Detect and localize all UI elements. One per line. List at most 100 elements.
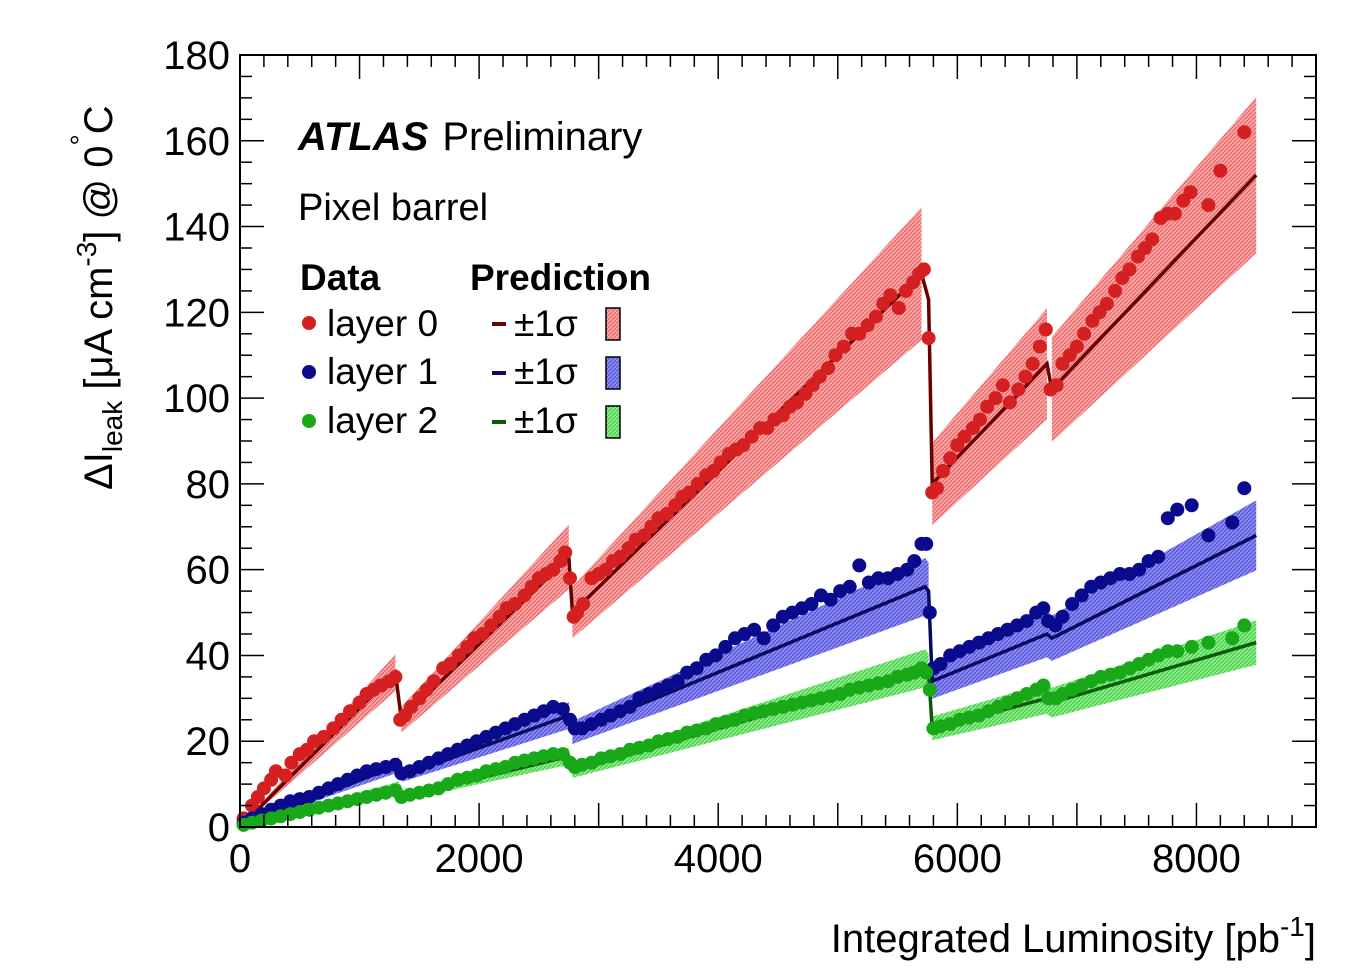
- data-point-layer1-105: [1201, 528, 1216, 543]
- data-point-layer0-83: [852, 326, 867, 341]
- data-point-layer2-33: [546, 747, 561, 762]
- legend-band-label-layer0: ±1σ: [514, 303, 578, 344]
- y-tick-label-0: 0: [208, 806, 230, 850]
- data-point-layer0-108: [1025, 356, 1040, 371]
- band-layer0-piece-4: [932, 308, 1047, 526]
- data-point-layer0-87: [883, 288, 898, 303]
- tick-labels: 0 2000 4000 6000 8000 0 20 40 60 80 100 120 140 160 18…: [163, 34, 1241, 881]
- data-point-layer0-36: [508, 597, 522, 611]
- data-point-layer0-116: [1077, 326, 1092, 341]
- data-point-layer0-103: [988, 391, 1003, 406]
- data-point-layer0-12: [326, 721, 341, 736]
- y-title-prefix: ΔI: [77, 452, 121, 490]
- data-point-layer2-105: [1201, 635, 1216, 650]
- data-point-layer0-69: [744, 429, 759, 444]
- legend-marker-layer0: [302, 316, 316, 330]
- data-point-layer0-28: [443, 657, 458, 671]
- x-title-end: ]: [1305, 917, 1316, 961]
- data-point-layer1-104: [1184, 498, 1199, 513]
- data-point-layer0-130: [1183, 185, 1198, 200]
- data-point-layer0-14: [343, 704, 357, 719]
- data-point-layer2-104: [1184, 639, 1199, 654]
- data-point-layer0-85: [869, 309, 883, 324]
- data-point-layer1-74: [919, 536, 934, 551]
- data-point-layer0-131: [1201, 198, 1216, 213]
- legend-prediction-header: Prediction: [470, 257, 651, 298]
- data-point-layer0-125: [1145, 232, 1160, 247]
- data-point-layer0-61: [682, 485, 697, 500]
- data-point-layer0-95: [930, 481, 944, 496]
- data-point-layer0-29: [451, 648, 466, 663]
- y-tick-label-180: 180: [163, 34, 230, 78]
- data-point-layer0-106: [1011, 382, 1026, 397]
- data-point-layer0-78: [812, 369, 827, 384]
- data-point-layer1-107: [1237, 481, 1252, 496]
- band-layer0-piece-5: [1051, 96, 1257, 443]
- atlas-label: ATLAS: [297, 115, 429, 159]
- legend-label-layer1: layer 1: [327, 351, 438, 392]
- y-tick-label-20: 20: [186, 720, 231, 764]
- data-point-layer0-110: [1038, 322, 1053, 337]
- data-point-layer1-91: [1055, 609, 1070, 624]
- data-point-layer0-47: [576, 597, 591, 611]
- data-point-layer0-120: [1108, 283, 1123, 298]
- data-point-layer0-13: [334, 712, 349, 727]
- experiment-label: ATLAS Preliminary: [297, 115, 642, 159]
- data-point-layer0-132: [1213, 163, 1228, 178]
- data-point-layer1-42: [622, 699, 637, 714]
- data-point-layer0-96: [936, 464, 950, 478]
- y-tick-label-120: 120: [163, 291, 230, 335]
- data-point-layer0-105: [1002, 395, 1017, 410]
- data-point-layer0-43: [558, 545, 573, 560]
- band-layer0-piece-2: [572, 207, 922, 639]
- y-tick-label-140: 140: [163, 206, 230, 250]
- data-point-layer1-51: [708, 648, 723, 663]
- data-point-layer1-57: [766, 618, 781, 633]
- data-point-layer0-84: [860, 318, 875, 333]
- data-point-layer1-65: [842, 579, 857, 594]
- data-point-layer0-104: [995, 378, 1010, 393]
- legend-band-layer1: [605, 356, 621, 390]
- data-point-layer2-103: [1170, 644, 1185, 659]
- data-point-layer1-55: [747, 622, 762, 637]
- y-title-unit: C: [77, 105, 121, 134]
- data-point-layer1-56: [756, 631, 771, 646]
- y-tick-label-60: 60: [186, 549, 231, 593]
- y-title-sub: leak: [97, 400, 128, 452]
- data-point-layer1-102: [1160, 511, 1175, 526]
- data-point-layer1-75: [922, 605, 937, 620]
- data-point-layer2-75: [922, 682, 937, 697]
- x-tick-label-2000: 2000: [435, 837, 524, 881]
- status-label: Preliminary: [442, 115, 642, 159]
- data-point-layer0-20: [388, 669, 403, 684]
- data-point-layer2-106: [1225, 631, 1240, 646]
- data-point-layer0-109: [1032, 339, 1047, 354]
- data-points: [236, 125, 1252, 832]
- legend-marker-layer1: [302, 365, 316, 379]
- y-title-deg: °: [65, 134, 96, 145]
- data-point-layer0-93: [921, 331, 936, 346]
- y-tick-label-100: 100: [163, 377, 230, 421]
- data-point-layer1-68: [871, 571, 886, 586]
- data-point-layer1-66: [852, 558, 867, 573]
- data-point-layer0-23: [404, 699, 418, 714]
- y-axis-title: ΔIleak [μA cm-3] @ 0°C: [65, 105, 128, 490]
- x-title-main: Integrated Luminosity [pb: [831, 917, 1280, 961]
- data-point-layer0-107: [1018, 369, 1033, 384]
- legend-band-layer2: [605, 405, 621, 439]
- data-point-layer0-122: [1122, 262, 1137, 277]
- data-point-layer1-52: [718, 639, 733, 654]
- data-point-layer0-32: [475, 627, 490, 641]
- data-point-layer1-99: [1132, 562, 1147, 577]
- data-point-layer0-133: [1237, 125, 1252, 140]
- y-tick-label-40: 40: [186, 634, 231, 678]
- data-point-layer1-101: [1151, 549, 1166, 564]
- data-point-layer0-75: [790, 395, 805, 410]
- data-point-layer0-44: [563, 571, 577, 586]
- data-point-layer1-93: [1074, 588, 1089, 603]
- data-point-layer1-72: [907, 554, 922, 569]
- y-tick-label-80: 80: [186, 463, 231, 507]
- data-point-layer1-103: [1170, 502, 1185, 517]
- data-point-layer0-112: [1049, 378, 1064, 393]
- data-point-layer0-33: [484, 618, 499, 633]
